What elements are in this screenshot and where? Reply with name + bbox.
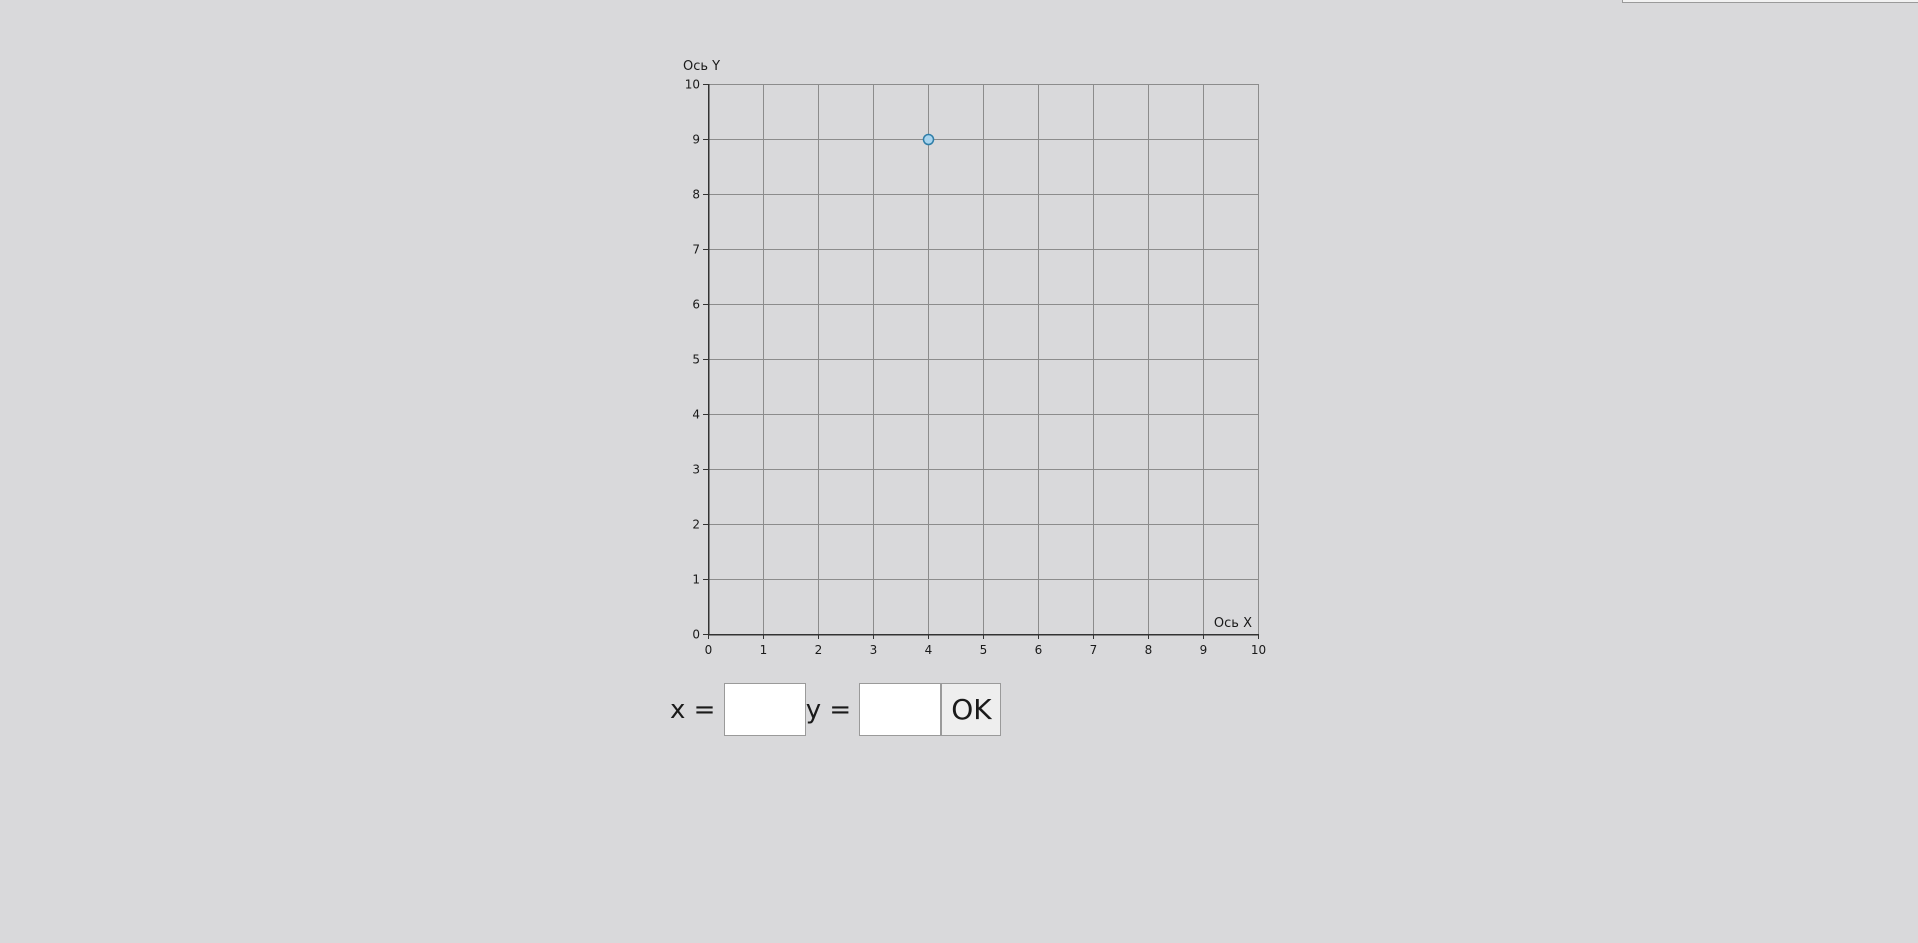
- ok-button[interactable]: OK: [941, 683, 1002, 736]
- grid: [708, 84, 1259, 635]
- y-tick-label: 10: [685, 78, 700, 92]
- window-edge-strip: [1622, 0, 1918, 3]
- y-tick-label: 3: [692, 463, 700, 477]
- y-axis-title: Ось Y: [683, 59, 720, 74]
- x-tick-label: 0: [705, 643, 713, 657]
- y-axis-ticks: 0 1 2 3 4 5 6 7 8 9 10: [685, 78, 708, 642]
- y-tick-label: 6: [692, 298, 700, 312]
- x-tick-label: 5: [980, 643, 988, 657]
- x-tick-label: 6: [1035, 643, 1043, 657]
- x-tick-label: 3: [870, 643, 878, 657]
- x-tick-label: 9: [1200, 643, 1208, 657]
- x-tick-label: 1: [760, 643, 768, 657]
- y-tick-label: 9: [692, 133, 700, 147]
- y-tick-label: 8: [692, 188, 700, 202]
- x-tick-label: 10: [1251, 643, 1266, 657]
- x-tick-label: 8: [1145, 643, 1153, 657]
- y-tick-label: 1: [692, 573, 700, 587]
- y-tick-label: 2: [692, 518, 700, 532]
- y-tick-label: 7: [692, 243, 700, 257]
- x-input-label: x =: [670, 694, 724, 725]
- x-axis-title: Ось X: [1214, 616, 1252, 631]
- x-input[interactable]: [723, 683, 806, 736]
- x-axis-ticks: 0 1 2 3 4 5 6 7 8 9 10: [705, 634, 1266, 657]
- coordinate-chart[interactable]: 0 1 2 3 4 5 6 7 8 9 10 0 1 2 3 4 5 6 7 8 9 10 Ось X Ось Y: [0, 0, 1300, 680]
- coordinate-input-panel: x = y = OK: [670, 683, 1002, 736]
- y-tick-label: 0: [692, 628, 700, 642]
- x-tick-label: 2: [815, 643, 823, 657]
- y-input-label: y =: [805, 694, 860, 725]
- y-tick-label: 5: [692, 353, 700, 367]
- y-input[interactable]: [859, 683, 942, 736]
- data-points: [922, 133, 935, 146]
- data-point: [922, 133, 935, 146]
- x-tick-label: 7: [1090, 643, 1098, 657]
- x-tick-label: 4: [925, 643, 933, 657]
- y-tick-label: 4: [692, 408, 700, 422]
